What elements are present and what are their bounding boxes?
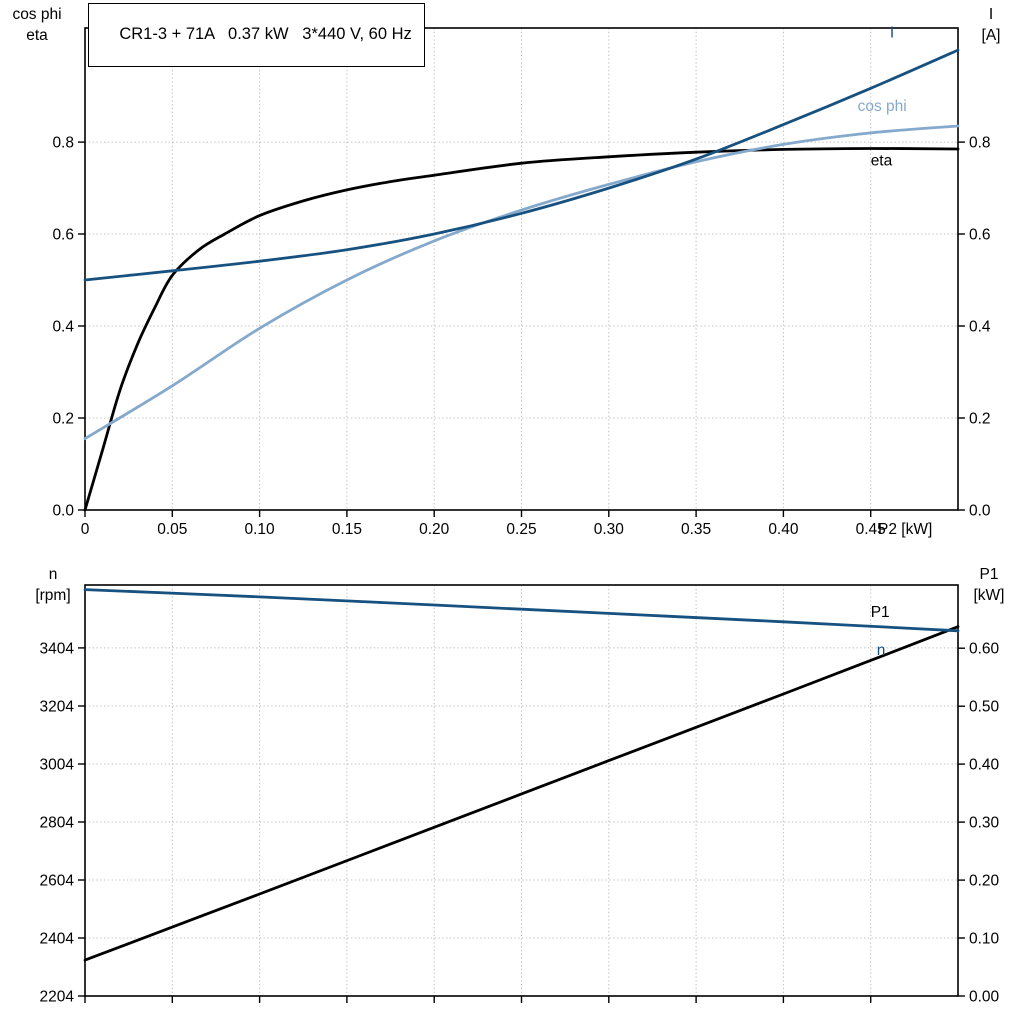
x-axis-title: P2 [kW] <box>878 521 933 538</box>
top-left-axis-title: cos phi eta <box>5 4 69 46</box>
bottom-chart: 3404 3204 3004 2804 2604 2404 2204 0.60 0.50 0.40… <box>40 584 1000 1006</box>
top-chart-series-label-eta: eta <box>871 152 893 169</box>
top-chart-left-tick-label: 0.2 <box>52 411 74 428</box>
top-chart-left-tick-label: 0.4 <box>52 319 74 336</box>
bottom-chart-right-tick-label: 0.00 <box>969 989 1000 1006</box>
top-chart-right-tick-label: 0.0 <box>969 503 991 520</box>
bottom-chart-series-n <box>83 588 960 633</box>
chart-title: CR1-3 + 71A 0.37 kW 3*440 V, 60 Hz <box>119 25 412 43</box>
top-chart-series-label-i: I <box>890 25 894 42</box>
bottom-chart-right-tick-label: 0.10 <box>969 931 1000 948</box>
top-chart-right-tick-label: 0.6 <box>969 227 991 244</box>
top-chart-x-tick-label: 0.40 <box>768 521 799 538</box>
bottom-chart-left-tick-label: 3204 <box>40 699 75 716</box>
bottom-chart-right-tick-label: 0.20 <box>969 873 1000 890</box>
bottom-chart-left-tick-label: 2204 <box>40 989 75 1006</box>
top-chart-left-tick-label: 0.6 <box>52 227 74 244</box>
top-chart-x-tick-label: 0.10 <box>245 521 276 538</box>
top-chart-series-eta <box>83 147 960 512</box>
bottom-chart-series-p1 <box>83 625 960 962</box>
bottom-chart-right-tick-label: 0.40 <box>969 757 1000 774</box>
chart-title-box: CR1-3 + 71A 0.37 kW 3*440 V, 60 Hz <box>88 3 425 67</box>
top-right-axis-title: I [A] <box>966 4 1016 46</box>
top-chart-left-tick-label: 0.0 <box>52 503 74 520</box>
top-chart-series-label-cos-phi: cos phi <box>858 98 907 115</box>
bottom-left-axis-title-line2: [rpm] <box>35 587 71 604</box>
top-chart-right-tick-label: 0.4 <box>969 319 991 336</box>
bottom-chart-right-tick-label: 0.30 <box>969 815 1000 832</box>
top-right-axis-title-line1: I <box>988 6 994 23</box>
bottom-chart-left-tick-label: 2604 <box>40 873 75 890</box>
bottom-chart-right-tick-label: 0.50 <box>969 699 1000 716</box>
top-chart-right-tick-label: 0.8 <box>969 135 991 152</box>
top-chart: 0.8 0.6 0.4 0.2 0.0 0.8 0.6 0.4 0.2 0.0 0 0.05 0.10 0… <box>52 25 990 538</box>
bottom-chart-right-tick-label: 0.60 <box>969 641 1000 658</box>
top-right-axis-title-line2: [A] <box>981 27 1001 44</box>
bottom-right-axis-title: P1 [kW] <box>960 564 1018 606</box>
bottom-chart-left-tick-label: 3404 <box>40 640 75 657</box>
bottom-chart-series-label-n: n <box>877 642 886 659</box>
bottom-left-axis-title-line1: n <box>48 566 58 583</box>
bottom-chart-series-label-p1: P1 <box>871 604 890 621</box>
bottom-chart-left-tick-label: 2404 <box>40 931 75 948</box>
top-chart-x-tick-label: 0.25 <box>506 521 536 538</box>
bottom-right-axis-title-line2: [kW] <box>973 587 1005 604</box>
bottom-chart-frame <box>84 584 959 997</box>
top-chart-x-tick-label: 0.15 <box>332 521 362 538</box>
top-chart-x-tick-label: 0.45 <box>856 521 886 538</box>
top-chart-x-tick-label: 0.05 <box>157 521 187 538</box>
top-chart-series-i <box>83 48 960 282</box>
top-chart-series-cos-phi <box>83 124 960 441</box>
top-left-axis-title-line1: cos phi <box>12 6 62 23</box>
top-chart-x-tick-label: 0.35 <box>681 521 711 538</box>
top-chart-right-tick-label: 0.2 <box>969 411 991 428</box>
bottom-chart-left-tick-label: 2804 <box>40 815 75 832</box>
top-chart-left-tick-label: 0.8 <box>52 135 74 152</box>
top-chart-x-tick-label: 0 <box>81 521 90 538</box>
bottom-right-axis-title-line1: P1 <box>979 566 999 583</box>
top-chart-frame <box>84 27 959 511</box>
bottom-left-axis-title: n [rpm] <box>22 564 84 606</box>
top-chart-x-tick-label: 0.30 <box>594 521 625 538</box>
bottom-chart-left-tick-label: 3004 <box>40 757 75 774</box>
top-left-axis-title-line2: eta <box>26 27 48 44</box>
top-chart-x-tick-label: 0.20 <box>419 521 450 538</box>
